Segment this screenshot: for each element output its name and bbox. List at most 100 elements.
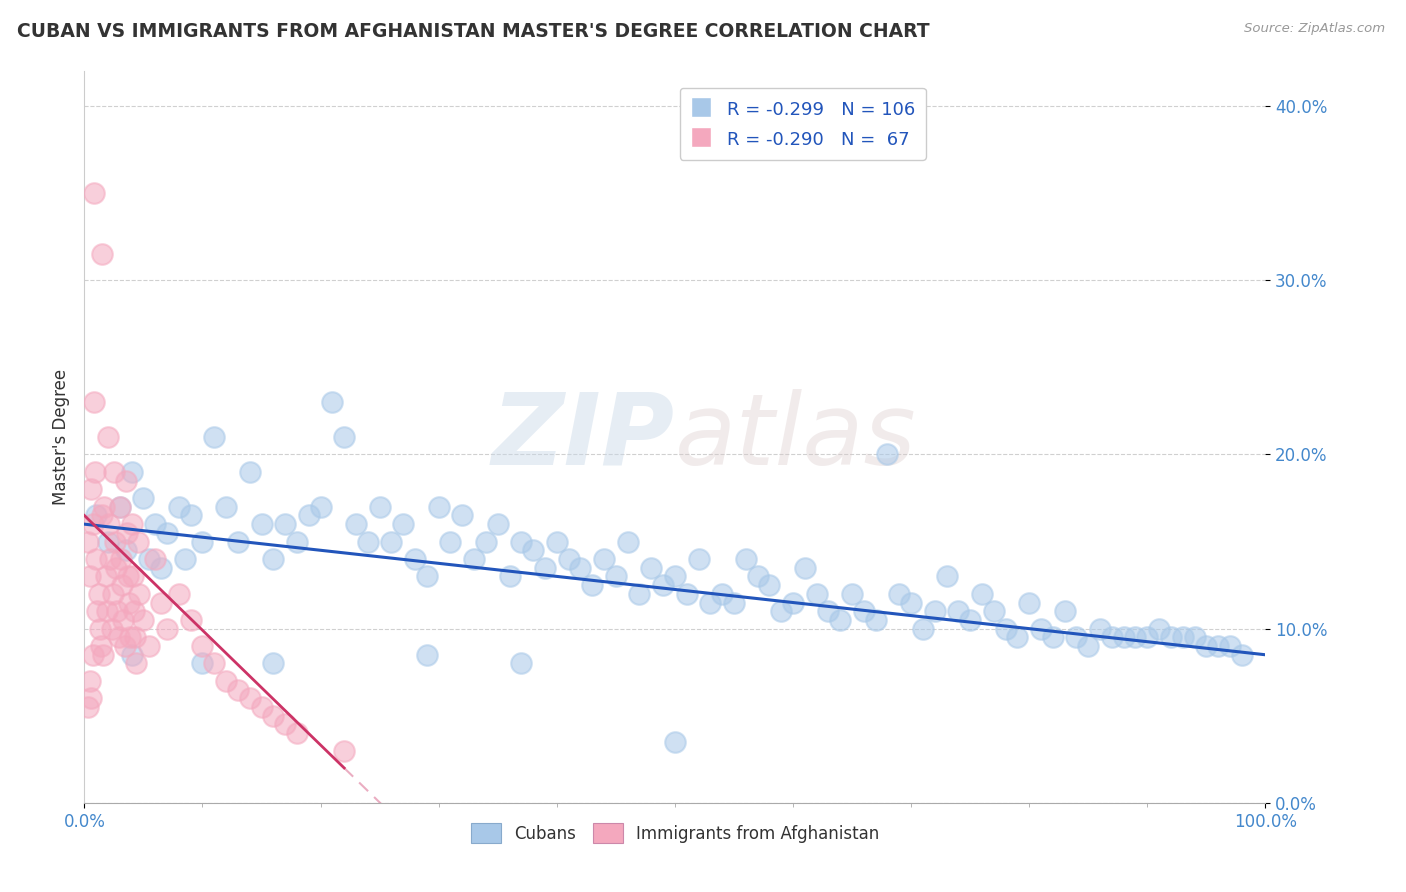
Point bbox=[215, 500, 238, 514]
Point bbox=[664, 569, 686, 583]
Point bbox=[581, 578, 603, 592]
Point bbox=[1147, 622, 1170, 636]
Point bbox=[138, 552, 160, 566]
Point bbox=[782, 595, 804, 609]
Point bbox=[1088, 622, 1111, 636]
Point bbox=[77, 534, 100, 549]
Point bbox=[108, 500, 131, 514]
Point bbox=[380, 534, 402, 549]
Point bbox=[118, 595, 141, 609]
Point bbox=[711, 587, 734, 601]
Y-axis label: Master's Degree: Master's Degree bbox=[52, 369, 70, 505]
Point bbox=[321, 395, 343, 409]
Point bbox=[91, 508, 114, 523]
Text: ZIP: ZIP bbox=[492, 389, 675, 485]
Point bbox=[498, 569, 520, 583]
Point bbox=[91, 648, 114, 662]
Point bbox=[150, 560, 173, 574]
Point bbox=[117, 569, 139, 583]
Point bbox=[1029, 622, 1052, 636]
Point bbox=[416, 648, 439, 662]
Point bbox=[274, 717, 297, 731]
Point bbox=[98, 517, 121, 532]
Point bbox=[121, 465, 143, 479]
Point bbox=[110, 552, 132, 566]
Point bbox=[522, 543, 544, 558]
Point bbox=[1184, 631, 1206, 645]
Point bbox=[652, 578, 675, 592]
Point bbox=[97, 430, 120, 444]
Point bbox=[1101, 631, 1123, 645]
Point bbox=[173, 552, 195, 566]
Point bbox=[132, 613, 155, 627]
Point bbox=[103, 465, 125, 479]
Point bbox=[84, 552, 107, 566]
Point bbox=[100, 622, 122, 636]
Point bbox=[451, 508, 474, 523]
Point bbox=[285, 726, 308, 740]
Text: atlas: atlas bbox=[675, 389, 917, 485]
Point bbox=[557, 552, 579, 566]
Point bbox=[404, 552, 426, 566]
Point bbox=[1007, 631, 1029, 645]
Point bbox=[124, 631, 146, 645]
Point bbox=[96, 604, 118, 618]
Point bbox=[114, 474, 136, 488]
Point bbox=[132, 491, 155, 505]
Point bbox=[114, 543, 136, 558]
Point bbox=[1053, 604, 1076, 618]
Point bbox=[82, 648, 104, 662]
Point bbox=[1125, 631, 1147, 645]
Point bbox=[475, 534, 498, 549]
Point bbox=[77, 700, 100, 714]
Point bbox=[180, 613, 202, 627]
Point bbox=[463, 552, 485, 566]
Point bbox=[333, 743, 356, 757]
Point bbox=[90, 639, 112, 653]
Point bbox=[125, 657, 148, 671]
Point bbox=[191, 534, 214, 549]
Point bbox=[900, 595, 922, 609]
Point bbox=[93, 500, 115, 514]
Point bbox=[107, 604, 129, 618]
Point bbox=[262, 657, 284, 671]
Point bbox=[439, 534, 461, 549]
Point bbox=[143, 517, 166, 532]
Point bbox=[333, 430, 356, 444]
Point bbox=[250, 517, 273, 532]
Point bbox=[427, 500, 450, 514]
Point bbox=[1195, 639, 1218, 653]
Point bbox=[1171, 631, 1194, 645]
Point bbox=[593, 552, 616, 566]
Point bbox=[112, 613, 135, 627]
Point bbox=[120, 631, 142, 645]
Point bbox=[226, 534, 249, 549]
Point bbox=[1018, 595, 1040, 609]
Point bbox=[298, 508, 321, 523]
Point bbox=[138, 639, 160, 653]
Point bbox=[1219, 639, 1241, 653]
Point bbox=[94, 569, 117, 583]
Point bbox=[994, 622, 1017, 636]
Point bbox=[876, 448, 898, 462]
Point bbox=[416, 569, 439, 583]
Point bbox=[121, 517, 143, 532]
Point bbox=[758, 578, 780, 592]
Point bbox=[344, 517, 367, 532]
Point bbox=[935, 569, 957, 583]
Point bbox=[180, 508, 202, 523]
Point bbox=[84, 508, 107, 523]
Point bbox=[202, 430, 225, 444]
Point bbox=[79, 569, 101, 583]
Point bbox=[274, 517, 297, 532]
Point bbox=[841, 587, 863, 601]
Point bbox=[111, 578, 134, 592]
Point bbox=[285, 534, 308, 549]
Point bbox=[793, 560, 815, 574]
Point bbox=[143, 552, 166, 566]
Point bbox=[924, 604, 946, 618]
Point bbox=[239, 465, 262, 479]
Point bbox=[889, 587, 911, 601]
Point bbox=[628, 587, 651, 601]
Point bbox=[1042, 631, 1064, 645]
